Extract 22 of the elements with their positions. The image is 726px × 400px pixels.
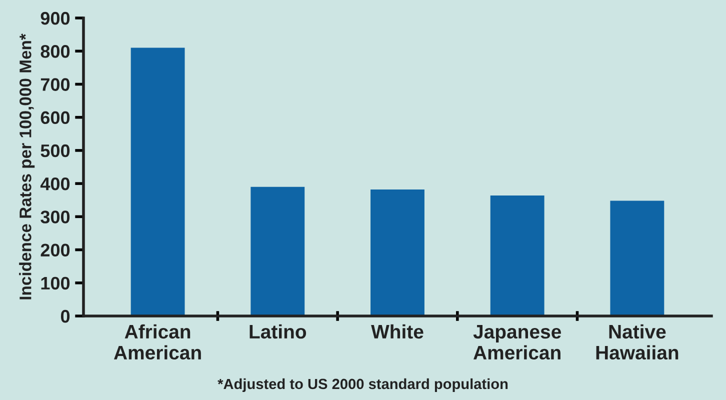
y-tick-label: 400 — [40, 177, 70, 190]
y-tick-label: 300 — [40, 210, 70, 224]
x-tick-label: African American — [114, 324, 201, 360]
x-tick-label: Japanese American — [473, 325, 561, 360]
y-tick-label: 700 — [40, 78, 70, 91]
y-tick-label: 600 — [40, 111, 70, 124]
y-tick-label: 900 — [40, 12, 70, 25]
bar — [490, 195, 544, 316]
bar — [610, 200, 664, 316]
y-tick-label: 200 — [40, 244, 70, 256]
bar — [250, 186, 305, 316]
x-tick-label: White — [371, 324, 424, 339]
y-tick-label: 100 — [41, 276, 70, 290]
y-axis-title: Incidence Rates per 100,000 Men* — [19, 34, 35, 300]
x-tick-label: Latino — [250, 324, 306, 339]
bar — [370, 190, 424, 316]
y-tick-label: 800 — [40, 45, 70, 58]
y-tick-label: 500 — [40, 144, 70, 158]
text: *Adjusted to US 2000 standard population — [218, 378, 508, 392]
x-tick-label: Native Hawaiian — [596, 324, 678, 360]
bar — [130, 48, 185, 316]
y-tick-label: 0 — [60, 310, 70, 323]
